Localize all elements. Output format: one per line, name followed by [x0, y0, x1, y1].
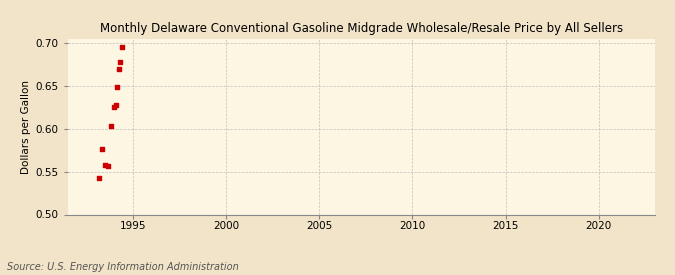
Point — [105, 124, 116, 128]
Point — [110, 102, 121, 107]
Point — [115, 59, 126, 64]
Text: Source: U.S. Energy Information Administration: Source: U.S. Energy Information Administ… — [7, 262, 238, 272]
Title: Monthly Delaware Conventional Gasoline Midgrade Wholesale/Resale Price by All Se: Monthly Delaware Conventional Gasoline M… — [100, 21, 622, 35]
Point — [109, 105, 119, 109]
Point — [99, 163, 110, 167]
Point — [112, 84, 123, 89]
Y-axis label: Dollars per Gallon: Dollars per Gallon — [21, 79, 31, 174]
Point — [97, 147, 107, 152]
Point — [113, 66, 124, 71]
Point — [117, 45, 128, 49]
Point — [93, 175, 104, 180]
Point — [103, 164, 113, 169]
